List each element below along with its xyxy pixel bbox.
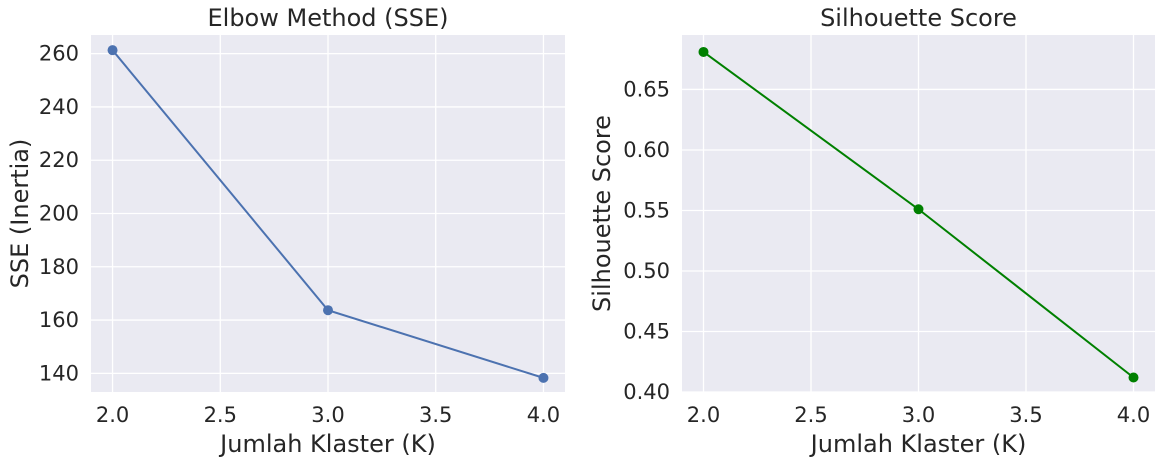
data-point xyxy=(323,305,333,316)
x-tick-label: 2.5 xyxy=(204,403,237,427)
x-tick-label: 3.5 xyxy=(1009,403,1042,427)
x-tick-label: 2.5 xyxy=(794,403,827,427)
y-tick-label: 220 xyxy=(39,148,79,172)
data-point xyxy=(1128,372,1139,383)
x-tick-label: 2.0 xyxy=(96,403,129,427)
y-tick-label: 0.55 xyxy=(623,198,670,222)
y-tick-label: 260 xyxy=(39,42,79,66)
y-tick-label: 0.50 xyxy=(623,259,670,283)
y-axis-label: SSE (Inertia) xyxy=(6,139,34,289)
data-point xyxy=(107,45,118,56)
chart-title: Elbow Method (SSE) xyxy=(207,4,448,32)
y-tick-label: 180 xyxy=(39,255,79,279)
y-tick-label: 240 xyxy=(39,95,79,119)
chart-title: Silhouette Score xyxy=(820,4,1017,32)
x-tick-label: 4.0 xyxy=(1117,403,1150,427)
x-tick-label: 4.0 xyxy=(527,403,560,427)
data-point xyxy=(698,46,709,57)
x-tick-label: 2.0 xyxy=(687,403,720,427)
silhouette-chart: 2.0 2.5 3.0 3.5 4.0 0.40 0.45 0.50 0.55 0.60 0.65 S… xyxy=(588,4,1155,458)
data-point xyxy=(913,204,924,215)
y-tick-label: 160 xyxy=(39,308,79,332)
y-axis-label: Silhouette Score xyxy=(588,115,616,312)
x-tick-label: 3.0 xyxy=(902,403,935,427)
x-tick-label: 3.5 xyxy=(419,403,452,427)
elbow-chart: 2.0 2.5 3.0 3.5 4.0 140 160 180 200 220 240 260 Elbo… xyxy=(6,4,565,458)
y-tick-label: 140 xyxy=(39,361,79,385)
x-axis-label: Jumlah Klaster (K) xyxy=(218,430,436,458)
x-tick-label: 3.0 xyxy=(311,403,344,427)
y-tick-label: 0.65 xyxy=(623,77,670,101)
y-tick-label: 0.40 xyxy=(623,380,670,404)
x-axis-label: Jumlah Klaster (K) xyxy=(809,430,1027,458)
data-point xyxy=(538,372,549,383)
y-tick-label: 200 xyxy=(39,202,79,226)
y-tick-label: 0.60 xyxy=(623,138,670,162)
y-tick-label: 0.45 xyxy=(623,319,670,343)
